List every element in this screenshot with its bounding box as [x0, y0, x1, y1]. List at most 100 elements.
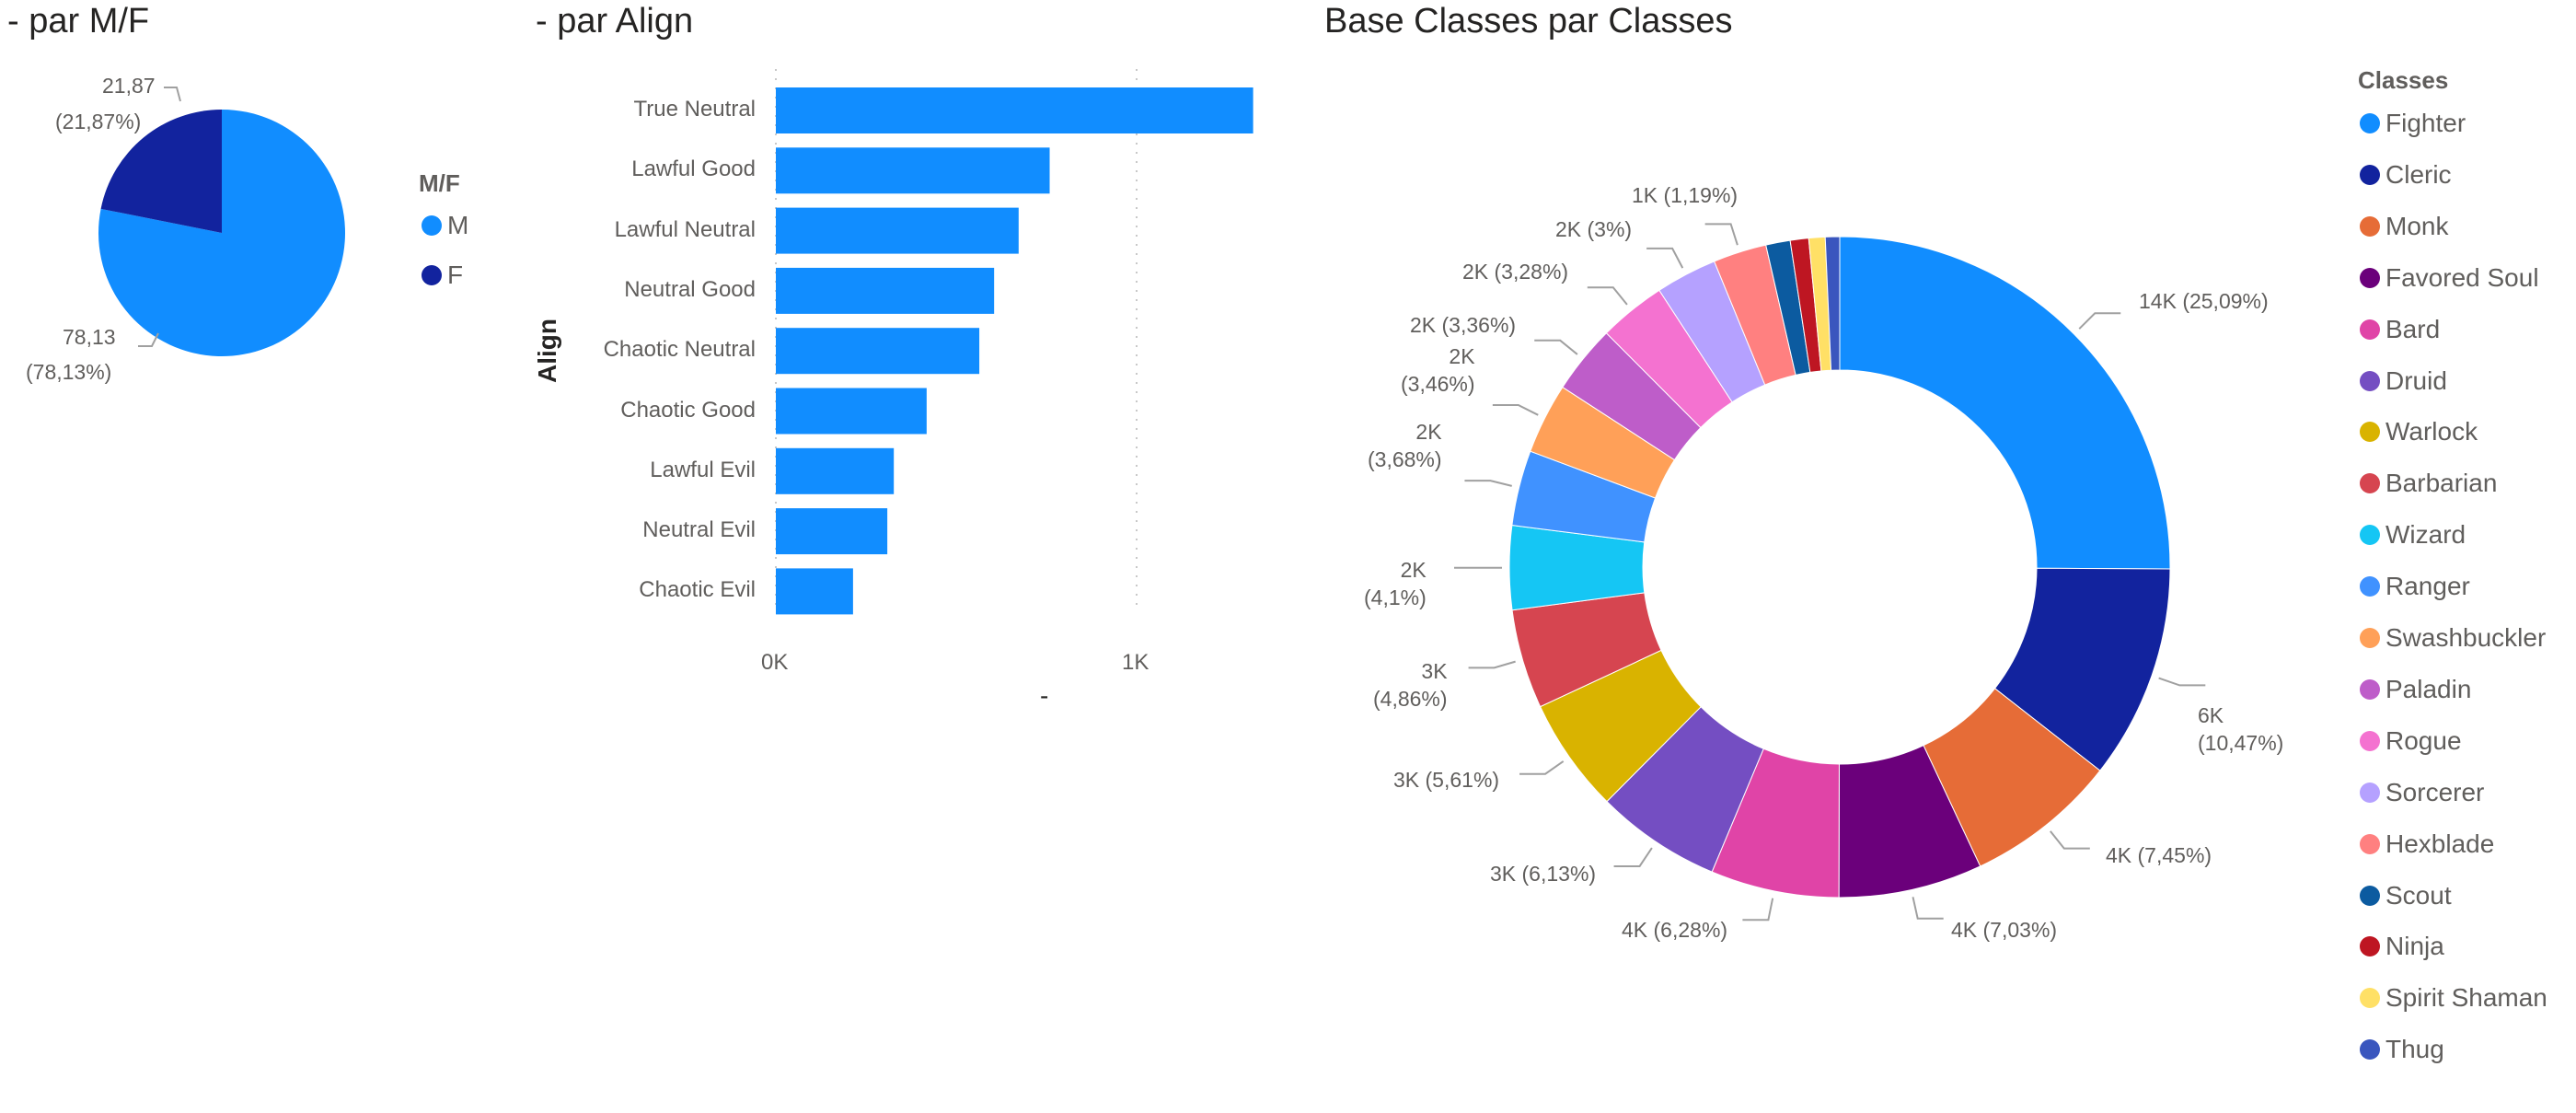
classes-legend-item-sorcerer[interactable]: Sorcerer	[2360, 778, 2484, 807]
legend-label: Bard	[2385, 314, 2441, 343]
legend-dot-icon	[2360, 113, 2380, 133]
bar-chaotic-good	[776, 388, 927, 435]
mf-legend-item-m[interactable]: M	[422, 211, 468, 240]
donut-data-label: 3K (6,13%)	[1490, 860, 1596, 887]
donut-slice-thug	[1824, 236, 1841, 371]
data-label-value: 2K	[1415, 420, 1442, 444]
bar-lawful-evil	[776, 447, 895, 494]
legend-label: Paladin	[2385, 674, 2472, 703]
classes-legend-item-paladin[interactable]: Paladin	[2360, 675, 2471, 704]
classes-legend-item-fighter[interactable]: Fighter	[2360, 109, 2466, 138]
data-label-value: 2K	[1449, 344, 1475, 368]
category-label: Neutral Evil	[642, 517, 756, 543]
data-label-value: 1K (1,19%)	[1632, 183, 1739, 207]
legend-dot-icon	[2360, 988, 2380, 1009]
data-label-percent: (10,47%)	[2198, 731, 2284, 755]
donut-leader-line	[1519, 760, 1565, 775]
pie-label-m-value: 78,13	[63, 325, 116, 349]
bar-lawful-neutral	[776, 207, 1019, 254]
legend-dot-icon	[2360, 267, 2380, 288]
category-label: Lawful Evil	[650, 457, 756, 482]
bar-chaotic-evil	[776, 568, 853, 615]
bar-true-neutral	[776, 87, 1253, 133]
donut-data-label: 14K (25,09%)	[2139, 287, 2269, 315]
donut-data-label: 4K (7,45%)	[2106, 841, 2212, 869]
legend-label: Rogue	[2385, 725, 2462, 755]
classes-legend-title: Classes	[2358, 66, 2449, 94]
category-label: Chaotic Evil	[639, 577, 756, 603]
classes-legend-item-bard[interactable]: Bard	[2360, 315, 2440, 344]
legend-label: Favored Soul	[2385, 262, 2539, 292]
legend-label: Fighter	[2385, 109, 2466, 137]
legend-dot-icon	[2360, 678, 2380, 700]
classes-legend-item-swashbuckler[interactable]: Swashbuckler	[2360, 623, 2546, 653]
data-label-value: 4K (7,03%)	[1951, 918, 2058, 942]
legend-dot-icon	[2360, 576, 2380, 597]
donut-data-label: 2K (3%)	[1555, 215, 1632, 243]
legend-label: M	[447, 211, 469, 239]
bar-chaotic-neutral	[776, 328, 980, 375]
data-label-value: 2K (3%)	[1555, 217, 1633, 241]
legend-label: Sorcerer	[2385, 777, 2485, 806]
data-label-percent: (4,1%)	[1364, 585, 1427, 609]
classes-legend-item-scout[interactable]: Scout	[2360, 881, 2452, 910]
legend-label: Hexblade	[2385, 829, 2495, 858]
classes-legend-item-thug[interactable]: Thug	[2360, 1035, 2444, 1064]
donut-data-label: 2K (3,68%)	[1368, 418, 1442, 473]
legend-dot-icon	[2360, 936, 2380, 957]
legend-label: Cleric	[2385, 159, 2452, 189]
legend-dot-icon	[2360, 215, 2380, 237]
donut-leader-line	[1912, 897, 1944, 920]
donut-data-label: 1K (1,19%)	[1632, 181, 1738, 209]
legend-label: Monk	[2385, 211, 2449, 240]
classes-legend-item-spirit-shaman[interactable]: Spirit Shaman	[2360, 983, 2547, 1013]
legend-dot-icon	[2360, 782, 2380, 803]
donut-data-label: 2K (3,36%)	[1410, 311, 1516, 339]
classes-legend-item-ranger[interactable]: Ranger	[2360, 572, 2470, 601]
classes-chart-title: Base Classes par Classes	[1324, 2, 1733, 41]
donut-data-label: 3K (4,86%)	[1373, 657, 1448, 713]
bar-neutral-good	[776, 267, 995, 314]
category-label: Neutral Good	[624, 276, 756, 302]
classes-legend-item-druid[interactable]: Druid	[2360, 366, 2447, 396]
data-label-value: 4K (6,28%)	[1622, 918, 1728, 942]
classes-legend-item-barbarian[interactable]: Barbarian	[2360, 469, 2497, 498]
pie-label-f-value: 21,87	[102, 74, 156, 98]
legend-label: F	[447, 261, 464, 289]
category-label: Chaotic Neutral	[603, 337, 756, 363]
donut-leader-line	[1464, 480, 1512, 487]
pie-leader-line	[164, 87, 181, 102]
legend-dot-icon	[2360, 833, 2380, 854]
data-label-percent: (4,86%)	[1373, 687, 1448, 711]
legend-label: Warlock	[2385, 417, 2478, 446]
classes-legend-item-monk[interactable]: Monk	[2360, 212, 2448, 241]
mf-chart-title: - par M/F	[7, 2, 150, 41]
classes-legend-item-hexblade[interactable]: Hexblade	[2360, 829, 2494, 859]
align-chart-title: - par Align	[536, 2, 694, 41]
classes-legend-item-favored-soul[interactable]: Favored Soul	[2360, 263, 2539, 293]
classes-legend-item-rogue[interactable]: Rogue	[2360, 726, 2462, 756]
donut-data-label: 4K (7,03%)	[1951, 916, 2057, 944]
classes-legend-item-cleric[interactable]: Cleric	[2360, 160, 2452, 190]
classes-legend-item-wizard[interactable]: Wizard	[2360, 520, 2466, 550]
donut-data-label: 3K (5,61%)	[1393, 766, 1499, 794]
donut-data-label: 4K (6,28%)	[1622, 916, 1727, 944]
legend-label: Scout	[2385, 880, 2452, 910]
legend-dot-icon	[2360, 319, 2380, 340]
legend-dot-icon	[2360, 1039, 2380, 1061]
classes-legend-item-ninja[interactable]: Ninja	[2360, 932, 2444, 961]
legend-dot-icon	[2360, 422, 2380, 443]
mf-legend-item-f[interactable]: F	[422, 261, 463, 290]
align-x-axis-title: -	[1040, 681, 1049, 710]
legend-label: Swashbuckler	[2385, 623, 2547, 652]
legend-label: Ranger	[2385, 572, 2470, 601]
donut-leader-line	[1742, 898, 1774, 922]
donut-leader-line	[1534, 339, 1578, 355]
data-label-value: 6K	[2198, 703, 2224, 727]
donut-leader-line	[2158, 677, 2206, 687]
donut-data-label: 2K (4,1%)	[1364, 556, 1427, 611]
pie-label-f-percent: (21,87%)	[55, 110, 142, 133]
legend-dot-icon	[422, 215, 442, 236]
legend-label: Barbarian	[2385, 469, 2498, 498]
classes-legend-item-warlock[interactable]: Warlock	[2360, 417, 2478, 446]
